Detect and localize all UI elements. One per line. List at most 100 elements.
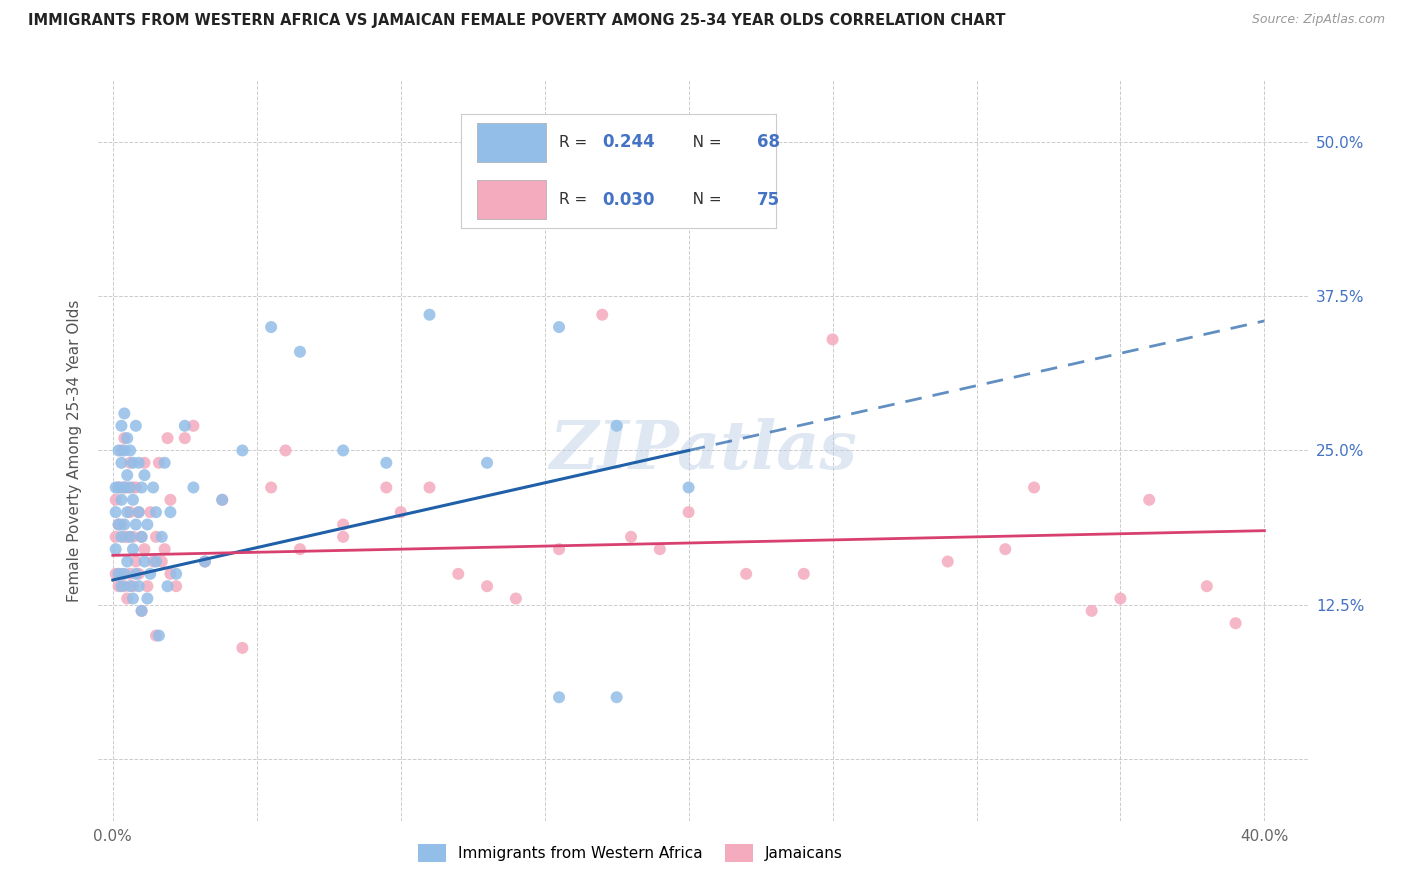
Point bbox=[211, 492, 233, 507]
Point bbox=[122, 579, 145, 593]
Point bbox=[994, 542, 1017, 557]
Point bbox=[128, 505, 150, 519]
Text: Source: ZipAtlas.com: Source: ZipAtlas.com bbox=[1251, 13, 1385, 27]
Point bbox=[131, 530, 153, 544]
Point bbox=[375, 481, 398, 495]
Point bbox=[112, 579, 135, 593]
Point bbox=[150, 554, 173, 569]
Point bbox=[150, 530, 173, 544]
Point bbox=[1225, 616, 1247, 631]
Point bbox=[131, 530, 153, 544]
Point bbox=[131, 604, 153, 618]
Text: ZIPatlas: ZIPatlas bbox=[550, 418, 856, 483]
Point bbox=[159, 566, 181, 581]
Point bbox=[332, 530, 354, 544]
Text: IMMIGRANTS FROM WESTERN AFRICA VS JAMAICAN FEMALE POVERTY AMONG 25-34 YEAR OLDS : IMMIGRANTS FROM WESTERN AFRICA VS JAMAIC… bbox=[28, 13, 1005, 29]
Point bbox=[107, 566, 129, 581]
Point bbox=[104, 530, 127, 544]
Point bbox=[418, 481, 440, 495]
Point bbox=[107, 579, 129, 593]
Point bbox=[115, 530, 138, 544]
Point bbox=[375, 456, 398, 470]
Point bbox=[148, 456, 170, 470]
Point bbox=[104, 492, 127, 507]
Point bbox=[153, 542, 176, 557]
Point bbox=[122, 591, 145, 606]
Point bbox=[115, 481, 138, 495]
Point bbox=[505, 591, 527, 606]
Point bbox=[120, 566, 142, 581]
Point bbox=[548, 542, 571, 557]
Point bbox=[136, 591, 159, 606]
Point bbox=[389, 505, 412, 519]
Point bbox=[173, 431, 195, 445]
Point bbox=[104, 505, 127, 519]
Point bbox=[136, 579, 159, 593]
Point bbox=[120, 481, 142, 495]
Point bbox=[288, 344, 311, 359]
Point bbox=[1080, 604, 1102, 618]
Point bbox=[122, 530, 145, 544]
Point bbox=[107, 481, 129, 495]
Point bbox=[620, 530, 643, 544]
Legend: Immigrants from Western Africa, Jamaicans: Immigrants from Western Africa, Jamaican… bbox=[412, 838, 849, 869]
Point bbox=[134, 468, 156, 483]
Point bbox=[104, 481, 127, 495]
Point bbox=[115, 431, 138, 445]
Point bbox=[332, 517, 354, 532]
Point bbox=[128, 579, 150, 593]
Point bbox=[122, 456, 145, 470]
Point bbox=[115, 468, 138, 483]
Point bbox=[1109, 591, 1132, 606]
Point bbox=[606, 690, 628, 705]
Point bbox=[260, 320, 283, 334]
Point bbox=[120, 579, 142, 593]
Point bbox=[260, 481, 283, 495]
Point bbox=[145, 530, 167, 544]
Point bbox=[128, 505, 150, 519]
Point bbox=[159, 492, 181, 507]
Point bbox=[156, 431, 179, 445]
Point bbox=[159, 505, 181, 519]
Point bbox=[678, 505, 700, 519]
Point bbox=[115, 554, 138, 569]
Point bbox=[122, 492, 145, 507]
Point bbox=[548, 690, 571, 705]
Point bbox=[134, 554, 156, 569]
Point bbox=[418, 308, 440, 322]
Point bbox=[120, 443, 142, 458]
Point bbox=[148, 629, 170, 643]
Point bbox=[112, 517, 135, 532]
Point bbox=[112, 530, 135, 544]
Point bbox=[156, 579, 179, 593]
Point bbox=[165, 579, 187, 593]
Point bbox=[447, 566, 470, 581]
Point bbox=[821, 333, 844, 347]
Point bbox=[591, 308, 613, 322]
Point bbox=[183, 418, 205, 433]
Point bbox=[128, 566, 150, 581]
Point bbox=[120, 456, 142, 470]
Point bbox=[115, 591, 138, 606]
Point bbox=[112, 566, 135, 581]
Point bbox=[183, 481, 205, 495]
Point bbox=[110, 481, 132, 495]
Point bbox=[793, 566, 815, 581]
Point bbox=[112, 481, 135, 495]
Point bbox=[125, 481, 148, 495]
Point bbox=[1195, 579, 1218, 593]
Point bbox=[194, 554, 217, 569]
Point bbox=[332, 443, 354, 458]
Point bbox=[231, 640, 253, 655]
Point bbox=[107, 517, 129, 532]
Point bbox=[110, 579, 132, 593]
Point bbox=[288, 542, 311, 557]
Point bbox=[115, 505, 138, 519]
Point bbox=[110, 456, 132, 470]
Point bbox=[136, 517, 159, 532]
Point bbox=[142, 481, 165, 495]
Point bbox=[139, 505, 162, 519]
Point bbox=[548, 320, 571, 334]
Point bbox=[735, 566, 758, 581]
Point bbox=[131, 604, 153, 618]
